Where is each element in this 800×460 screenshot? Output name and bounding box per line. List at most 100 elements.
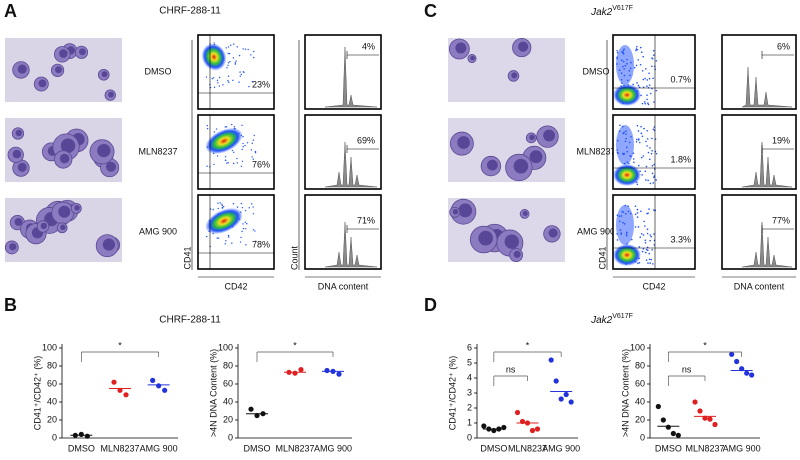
nucleus [455, 42, 467, 54]
event [640, 156, 643, 159]
event [634, 226, 637, 228]
data-point [324, 367, 330, 374]
event [230, 44, 232, 47]
axis-label: CD41 [182, 246, 192, 269]
event [636, 183, 639, 186]
y-tick-label: 5 [467, 357, 472, 367]
histogram [721, 194, 797, 270]
data-point [514, 409, 521, 416]
event [638, 141, 641, 144]
nucleus [458, 203, 473, 218]
event [652, 182, 654, 184]
event [227, 46, 230, 48]
event [224, 159, 227, 161]
event [637, 164, 640, 167]
mutation: V617F [612, 5, 633, 12]
event [637, 226, 640, 228]
y-tick-label: 40 [635, 396, 645, 406]
density [616, 45, 634, 85]
event [652, 128, 655, 131]
data-point [712, 421, 718, 428]
event [252, 229, 255, 231]
event [213, 86, 216, 89]
histogram [304, 194, 382, 270]
data-point [529, 427, 536, 434]
event [651, 57, 653, 59]
event [652, 263, 654, 265]
event [241, 206, 244, 209]
event [646, 138, 649, 140]
y-tick-label: 0 [52, 432, 57, 442]
x-tick-label: DMSO [244, 443, 271, 453]
nucleus [15, 129, 22, 137]
condition-label: AMG 900 [139, 226, 177, 236]
event [236, 46, 238, 48]
y-tick-label: 40 [223, 396, 233, 406]
event [234, 62, 236, 64]
event [643, 127, 645, 130]
condition-label: DMSO [583, 66, 610, 76]
event [650, 92, 652, 95]
event [642, 155, 645, 157]
event [244, 221, 247, 223]
event [639, 236, 642, 239]
event [619, 124, 621, 127]
event [651, 249, 654, 251]
event [644, 77, 646, 80]
y-tick-label: 0 [228, 432, 233, 442]
event [234, 63, 237, 65]
nucleus [529, 150, 543, 164]
event [242, 142, 244, 145]
event [635, 48, 638, 50]
event [646, 129, 649, 132]
nucleus [17, 162, 27, 172]
event [236, 157, 238, 160]
nucleus [457, 136, 470, 149]
data-point [84, 433, 90, 439]
event [232, 79, 234, 82]
mutation: V617F [612, 313, 633, 320]
event [647, 102, 649, 104]
event [248, 85, 250, 88]
event [633, 66, 636, 69]
event [641, 69, 644, 72]
event [641, 250, 644, 253]
event [242, 223, 244, 225]
nucleus [17, 64, 27, 74]
y-axis-label: CD41⁺/CD42⁺ (%) [447, 356, 457, 431]
event [251, 81, 254, 83]
event [651, 137, 653, 140]
event [250, 149, 253, 151]
event [650, 258, 653, 261]
event [634, 213, 637, 216]
event [236, 206, 239, 208]
x-tick-label: AMG 900 [140, 443, 178, 453]
nucleus [518, 41, 529, 52]
event [647, 103, 650, 106]
event [653, 101, 655, 103]
event [242, 227, 245, 230]
nucleus [105, 161, 117, 172]
event [206, 165, 208, 167]
event [644, 239, 647, 242]
event [641, 51, 643, 53]
event [649, 234, 652, 236]
event [649, 262, 651, 264]
event [635, 45, 638, 48]
event [652, 209, 655, 211]
gate-percent: 4% [362, 41, 375, 51]
event [229, 60, 231, 63]
event [233, 151, 235, 154]
y-tick-label: 1 [467, 417, 472, 427]
event [648, 158, 651, 161]
event [212, 208, 214, 211]
event [252, 206, 254, 208]
event [227, 64, 229, 67]
event [636, 216, 639, 218]
density [616, 125, 634, 165]
axis-label: CD42 [642, 281, 665, 291]
event [231, 123, 233, 126]
panel-label: B [4, 295, 17, 315]
event [640, 210, 642, 213]
gate-percent: 1.8% [670, 154, 691, 164]
